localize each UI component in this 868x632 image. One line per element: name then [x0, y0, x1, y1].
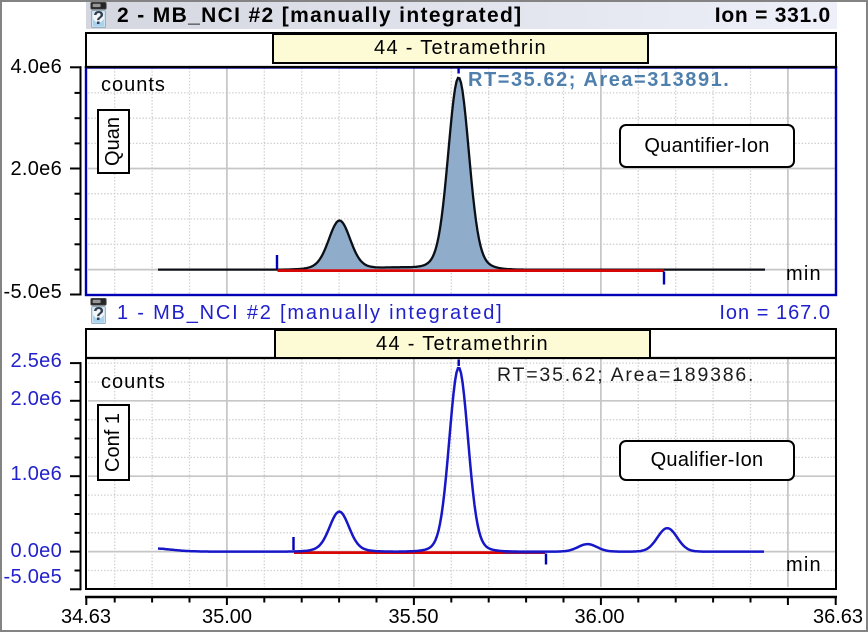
- svg-text:?: ?: [93, 304, 104, 324]
- svg-text:?: ?: [93, 8, 104, 28]
